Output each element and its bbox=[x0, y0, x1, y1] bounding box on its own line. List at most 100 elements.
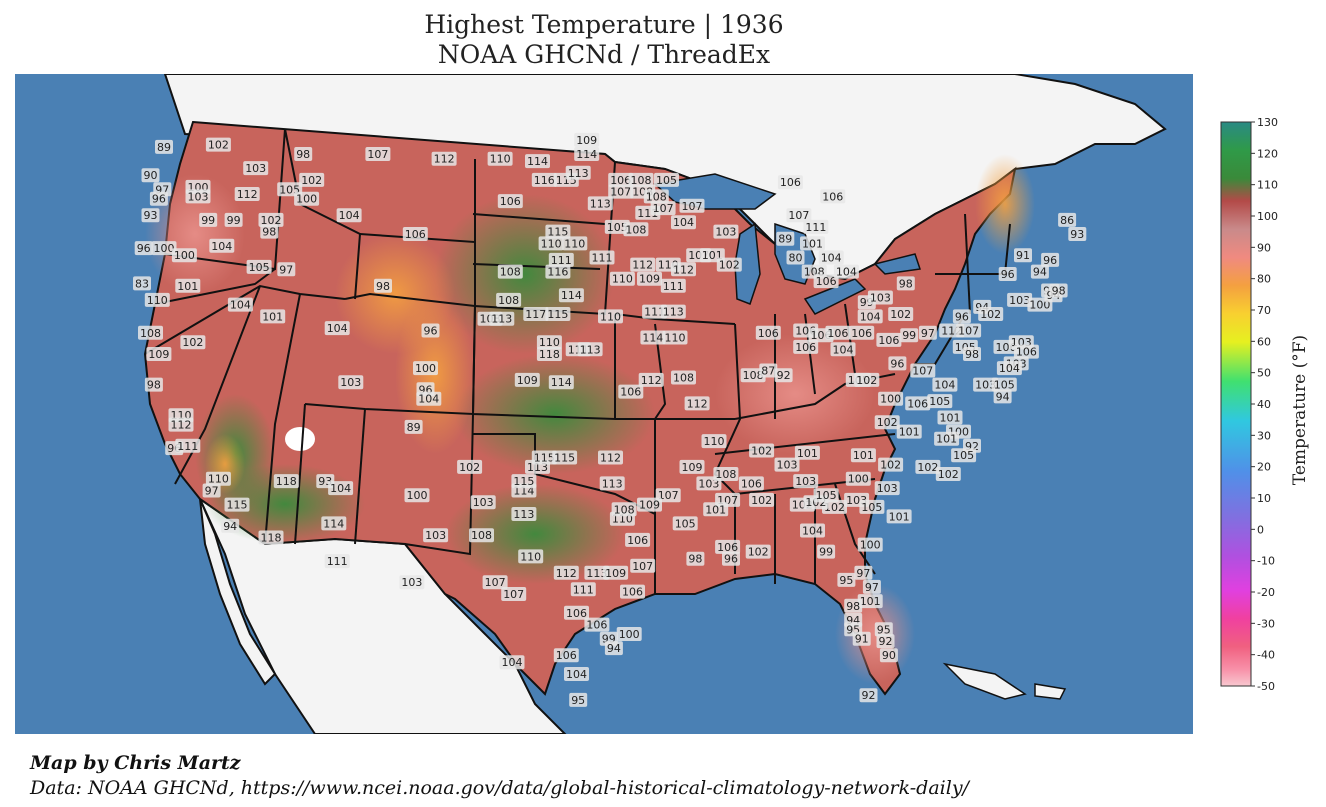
station-label: 103 bbox=[338, 375, 364, 390]
svg-text:103: 103 bbox=[425, 529, 446, 542]
svg-text:94: 94 bbox=[607, 642, 621, 655]
svg-text:102: 102 bbox=[824, 501, 845, 514]
station-label: 89 bbox=[776, 231, 795, 246]
station-label: 92 bbox=[774, 368, 793, 383]
svg-text:103: 103 bbox=[870, 292, 891, 305]
svg-text:118: 118 bbox=[539, 348, 560, 361]
svg-text:106: 106 bbox=[500, 195, 521, 208]
colorbar-tick-label: 0 bbox=[1257, 523, 1264, 536]
svg-text:102: 102 bbox=[856, 374, 877, 387]
svg-text:89: 89 bbox=[407, 421, 421, 434]
svg-text:106: 106 bbox=[780, 176, 801, 189]
station-label: 110 bbox=[144, 292, 170, 307]
svg-text:106: 106 bbox=[851, 327, 872, 340]
svg-text:114: 114 bbox=[642, 332, 663, 345]
svg-text:115: 115 bbox=[534, 452, 555, 465]
svg-text:106: 106 bbox=[878, 334, 899, 347]
svg-text:96: 96 bbox=[152, 193, 166, 206]
station-label: 107 bbox=[482, 575, 508, 590]
svg-text:114: 114 bbox=[561, 289, 582, 302]
svg-text:97: 97 bbox=[856, 567, 870, 580]
svg-text:95: 95 bbox=[571, 694, 585, 707]
svg-text:105: 105 bbox=[953, 449, 974, 462]
station-label: 105 bbox=[672, 516, 698, 531]
svg-text:100: 100 bbox=[154, 242, 175, 255]
svg-text:100: 100 bbox=[619, 628, 640, 641]
station-label: 106 bbox=[755, 325, 781, 340]
svg-text:115: 115 bbox=[547, 308, 568, 321]
station-label: 108 bbox=[497, 264, 523, 279]
station-label: 107 bbox=[655, 488, 681, 503]
svg-text:111: 111 bbox=[805, 221, 826, 234]
svg-text:108: 108 bbox=[500, 266, 521, 279]
svg-text:110: 110 bbox=[665, 332, 686, 345]
station-label: 111 bbox=[660, 278, 686, 293]
station-label: 102 bbox=[915, 459, 941, 474]
colorbar-tick-label: -30 bbox=[1257, 617, 1275, 630]
station-label: 92 bbox=[859, 688, 878, 703]
svg-text:106: 106 bbox=[717, 541, 738, 554]
svg-text:110: 110 bbox=[600, 310, 621, 323]
svg-text:102: 102 bbox=[980, 308, 1001, 321]
station-label: 114 bbox=[574, 147, 600, 161]
station-label: 106 bbox=[876, 332, 902, 347]
station-label: 99 bbox=[817, 544, 836, 559]
station-label: 105 bbox=[246, 259, 272, 274]
station-label: 115 bbox=[545, 307, 571, 321]
station-label: 111 bbox=[589, 250, 615, 265]
station-label: 104 bbox=[499, 655, 525, 670]
svg-text:104: 104 bbox=[999, 362, 1020, 375]
svg-text:108: 108 bbox=[673, 372, 694, 385]
svg-text:111: 111 bbox=[592, 252, 613, 265]
station-label: 90 bbox=[141, 168, 160, 183]
svg-text:102: 102 bbox=[182, 336, 203, 349]
svg-text:106: 106 bbox=[822, 190, 843, 203]
svg-text:96: 96 bbox=[1043, 254, 1057, 267]
svg-text:113: 113 bbox=[513, 508, 534, 521]
colorbar-tick-label: 80 bbox=[1257, 273, 1271, 286]
svg-text:108: 108 bbox=[743, 369, 764, 382]
station-label: 108 bbox=[496, 292, 522, 307]
colorbar-tick-label: 110 bbox=[1257, 179, 1278, 192]
colorbar-tick-label: 70 bbox=[1257, 304, 1271, 317]
station-label: 108 bbox=[628, 172, 654, 187]
svg-text:103: 103 bbox=[245, 162, 266, 175]
svg-text:113: 113 bbox=[568, 167, 589, 180]
svg-text:101: 101 bbox=[899, 426, 920, 439]
station-label: 105 bbox=[951, 448, 977, 463]
svg-text:104: 104 bbox=[836, 266, 857, 279]
station-label: 107 bbox=[501, 587, 527, 601]
svg-text:87: 87 bbox=[761, 365, 775, 378]
station-label: 102 bbox=[205, 137, 231, 152]
svg-text:103: 103 bbox=[188, 190, 209, 203]
station-label: 103 bbox=[1007, 292, 1033, 307]
station-label: 105 bbox=[991, 377, 1017, 392]
svg-text:90: 90 bbox=[882, 649, 896, 662]
svg-text:98: 98 bbox=[846, 600, 860, 613]
station-label: 101 bbox=[934, 431, 960, 446]
station-label: 106 bbox=[738, 476, 764, 491]
svg-text:99: 99 bbox=[819, 546, 833, 559]
station-label: 117 bbox=[523, 307, 549, 321]
svg-text:108: 108 bbox=[631, 174, 652, 187]
station-label: 108 bbox=[138, 325, 163, 340]
station-label: 111 bbox=[175, 438, 201, 453]
station-label: 101 bbox=[857, 594, 883, 609]
station-label: 96 bbox=[722, 551, 740, 566]
svg-text:107: 107 bbox=[682, 200, 703, 213]
station-label: 93 bbox=[1068, 227, 1087, 241]
svg-text:110: 110 bbox=[208, 473, 229, 486]
svg-text:110: 110 bbox=[490, 153, 511, 166]
station-label: 102 bbox=[716, 257, 742, 272]
svg-text:104: 104 bbox=[418, 393, 439, 406]
svg-text:108: 108 bbox=[715, 468, 736, 481]
svg-text:94: 94 bbox=[1033, 266, 1047, 279]
svg-text:95: 95 bbox=[839, 574, 853, 587]
svg-text:101: 101 bbox=[860, 595, 881, 608]
station-label: 110 bbox=[536, 335, 562, 350]
svg-text:105: 105 bbox=[861, 501, 882, 514]
station-label: 115 bbox=[545, 224, 571, 239]
svg-text:115: 115 bbox=[554, 452, 575, 465]
station-label: 103 bbox=[867, 290, 893, 305]
station-label: 110 bbox=[662, 330, 688, 345]
